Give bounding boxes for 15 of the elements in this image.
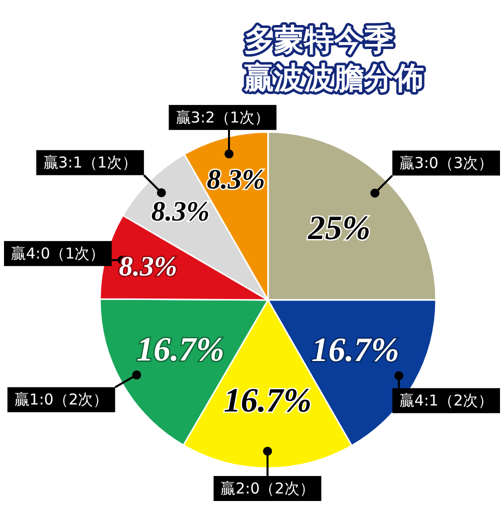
- data-label: 8.3%: [118, 252, 178, 283]
- slice-label: 贏3:1（1次）: [43, 154, 137, 172]
- data-label: 8.3%: [206, 164, 266, 196]
- data-label: 25%: [307, 210, 370, 248]
- slice-label: 贏2:0（2次）: [220, 480, 314, 498]
- data-label: 8.3%: [151, 196, 210, 228]
- data-label: 16.7%: [136, 331, 224, 368]
- slice-label: 贏4:0（1次）: [11, 244, 105, 263]
- slice-label: 贏4:1（2次）: [399, 392, 493, 410]
- slice-label: 贏3:0（3次）: [399, 154, 493, 172]
- data-label: 16.7%: [224, 382, 312, 420]
- chart-title: 多蒙特今季贏波波膽分佈: [243, 23, 424, 96]
- slice-label: 贏1:0（2次）: [14, 390, 108, 409]
- slice-label: 贏3:2（1次）: [176, 108, 270, 126]
- data-label: 16.7%: [311, 332, 400, 369]
